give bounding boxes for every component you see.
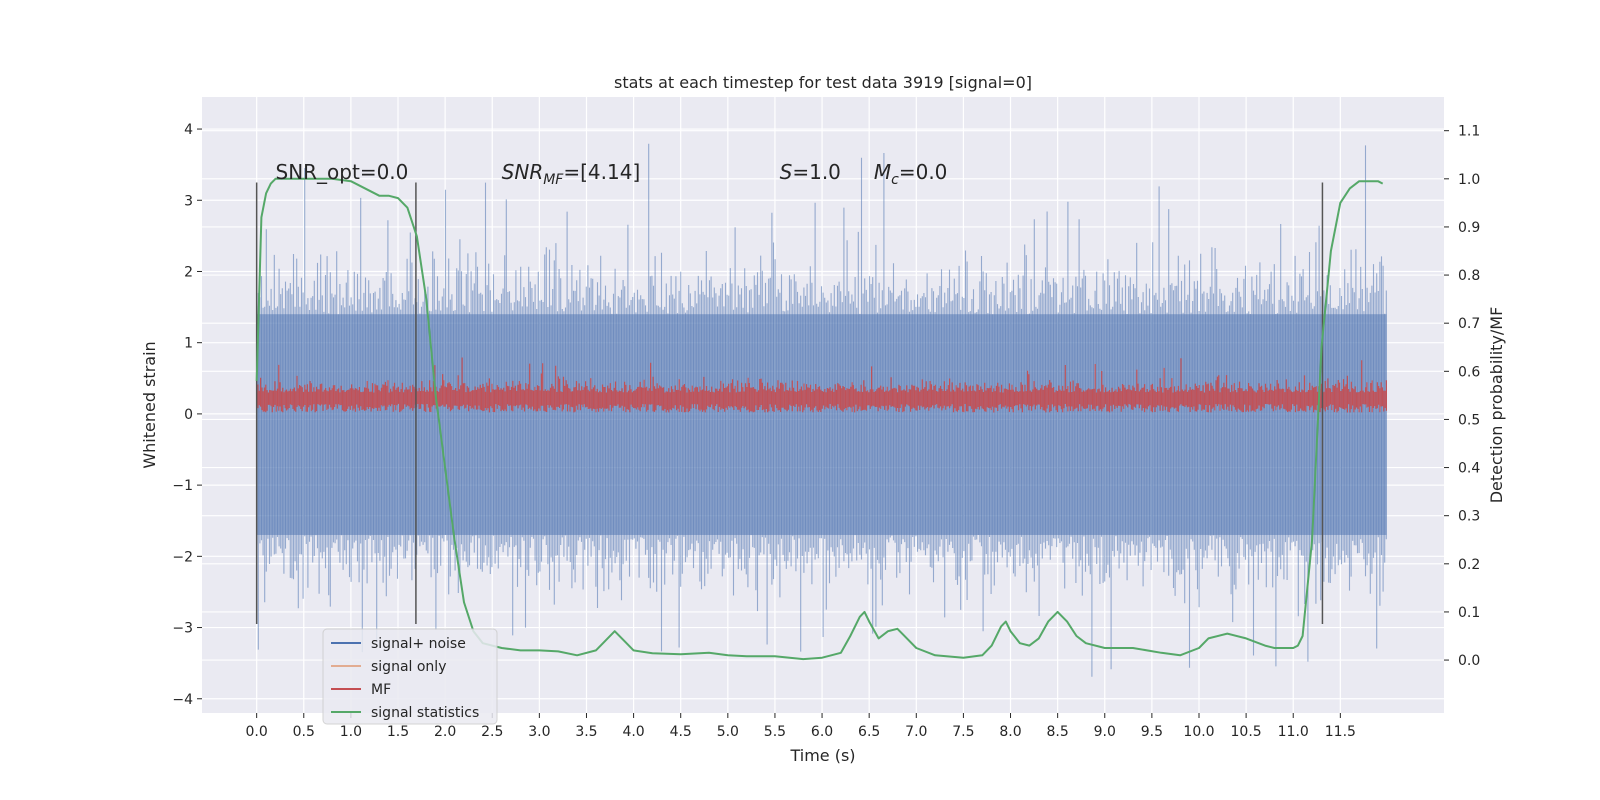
legend-label: signal only <box>371 659 446 675</box>
annotation-2: S=1.0 <box>780 160 841 184</box>
x-tick-label: 4.5 <box>670 724 692 740</box>
x-tick-label: 5.0 <box>717 724 739 740</box>
legend-label: MF <box>371 682 391 698</box>
y2-tick-label: 0.3 <box>1458 509 1480 525</box>
signal-statistics-line <box>255 177 1384 661</box>
x-tick-label: 10.0 <box>1183 724 1214 740</box>
legend-label: signal+ noise <box>371 636 466 652</box>
y2-tick-label: 0.2 <box>1458 557 1480 573</box>
y2-tick-label: 0.1 <box>1458 605 1480 621</box>
x-tick-label: 8.0 <box>999 724 1021 740</box>
x-tick-label: 8.5 <box>1047 724 1069 740</box>
x-tick-label: 0.5 <box>293 724 315 740</box>
y-tick-label: 0 <box>184 407 193 423</box>
legend-box <box>322 628 498 725</box>
y-tick-label: −1 <box>172 478 193 494</box>
chart-title: stats at each timestep for test data 391… <box>614 73 1032 92</box>
x-tick-label: 6.0 <box>811 724 833 740</box>
annotation-3: Mc=0.0 <box>874 160 948 188</box>
x-tick-label: 10.5 <box>1231 724 1262 740</box>
y2-tick-label: 0.7 <box>1458 316 1480 332</box>
x-tick-label: 11.0 <box>1278 724 1309 740</box>
y2-tick-label: 0.9 <box>1458 220 1480 236</box>
x-tick-label: 9.0 <box>1094 724 1116 740</box>
x-tick-label: 4.0 <box>622 724 644 740</box>
y2-tick-label: 0.8 <box>1458 268 1480 284</box>
series-signal-noise <box>256 143 1387 677</box>
y2-tick-label: 0.4 <box>1458 461 1480 477</box>
y-axis-label: Whitened strain <box>140 341 159 468</box>
x-tick-label: 5.5 <box>764 724 786 740</box>
annotation-0: SNR_opt=0.0 <box>276 160 409 184</box>
x-tick-label: 9.5 <box>1141 724 1163 740</box>
y-tick-label: 4 <box>184 122 193 138</box>
x-axis-label: Time (s) <box>789 746 855 765</box>
y2-tick-label: 1.1 <box>1458 124 1480 140</box>
vertical-markers <box>255 182 1324 624</box>
x-axis-ticks: 0.0 0.5 1.0 1.5 2.0 2.5 3.0 3.5 4.0 4.5 5.0 5.5 6.0 6… <box>246 713 1356 740</box>
y-tick-label: −4 <box>172 692 193 708</box>
y2-axis-label: Detection probability/MF <box>1487 307 1506 504</box>
y2-tick-label: 0.0 <box>1458 653 1480 669</box>
x-tick-label: 2.5 <box>481 724 503 740</box>
x-tick-label: 2.0 <box>434 724 456 740</box>
legend: signal+ noise signal only MF signal statist… <box>322 628 498 725</box>
x-tick-label: 3.5 <box>575 724 597 740</box>
y-tick-label: 3 <box>184 193 193 209</box>
series-signal-statistics <box>255 177 1384 661</box>
x-tick-label: 6.5 <box>858 724 880 740</box>
annotation-1: SNRMF=[4.14] <box>502 160 641 188</box>
y-axis-ticks: −4 −3 −2 −1 0 1 2 3 4 <box>172 122 202 708</box>
legend-label: signal statistics <box>371 705 479 721</box>
x-tick-label: 0.0 <box>246 724 268 740</box>
x-tick-label: 3.0 <box>528 724 550 740</box>
x-tick-label: 7.5 <box>952 724 974 740</box>
y-tick-label: −2 <box>172 549 193 565</box>
x-tick-label: 1.0 <box>340 724 362 740</box>
y-tick-label: 2 <box>184 264 193 280</box>
y2-tick-label: 0.5 <box>1458 412 1480 428</box>
y-tick-label: 1 <box>184 336 193 352</box>
annotations: SNR_opt=0.0 SNRMF=[4.14] S=1.0 Mc=0.0 <box>276 160 948 188</box>
y2-tick-label: 0.6 <box>1458 364 1480 380</box>
y2-axis-ticks: 0.0 0.1 0.2 0.3 0.4 0.5 0.6 0.7 0.8 0.9 1.0 1.1 <box>1444 124 1480 669</box>
y-tick-label: −3 <box>172 621 193 637</box>
y2-tick-label: 1.0 <box>1458 172 1480 188</box>
x-tick-label: 11.5 <box>1325 724 1356 740</box>
x-tick-label: 1.5 <box>387 724 409 740</box>
x-tick-label: 7.0 <box>905 724 927 740</box>
